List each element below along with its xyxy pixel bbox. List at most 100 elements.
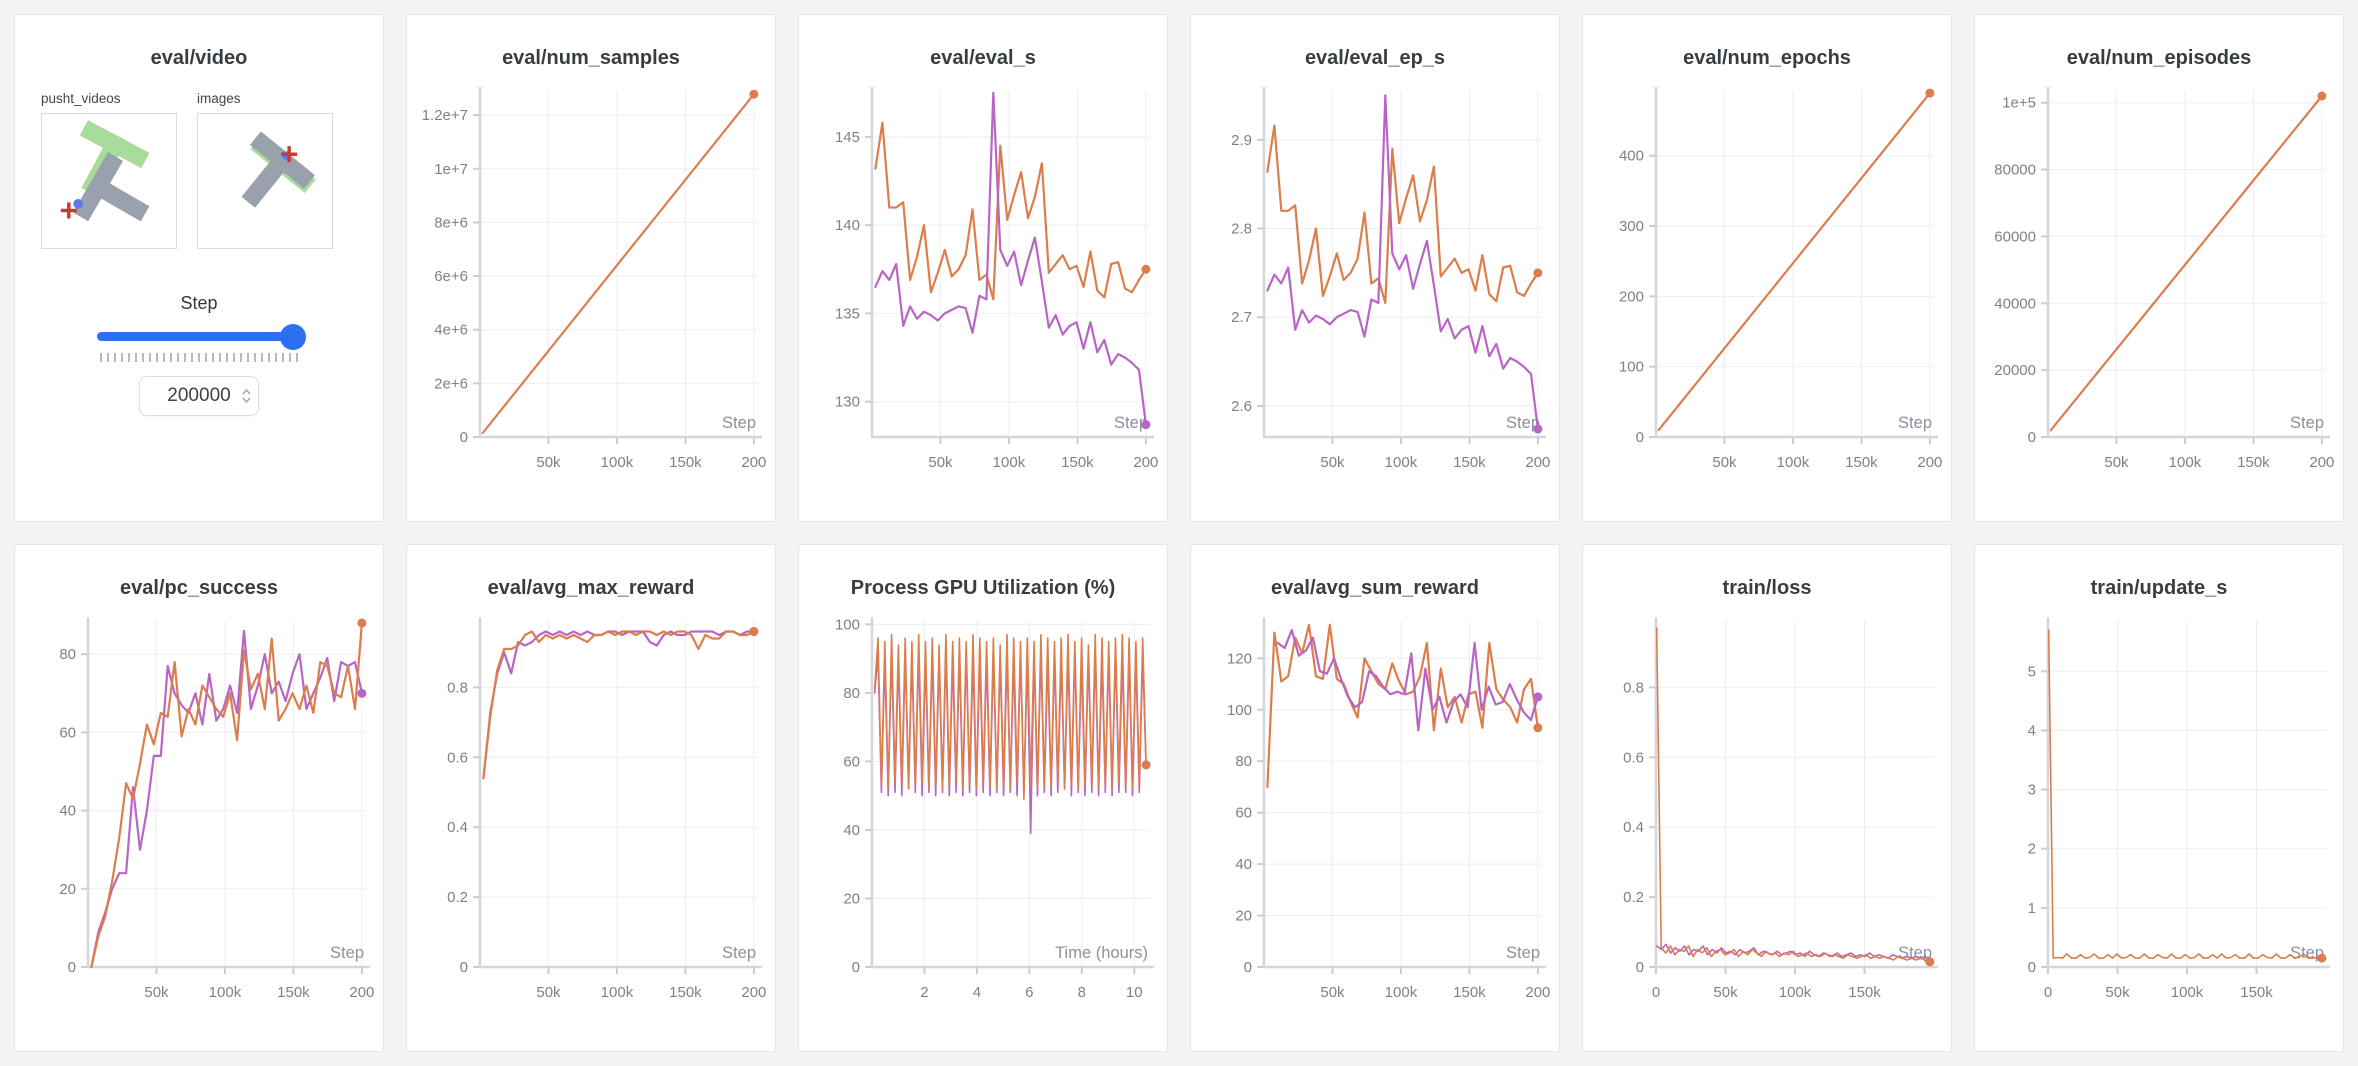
chevron-up-icon[interactable] xyxy=(242,389,251,395)
svg-text:Step: Step xyxy=(1506,414,1540,432)
chart-title: eval/num_episodes xyxy=(2066,47,2252,69)
svg-text:80: 80 xyxy=(843,685,860,702)
svg-text:0: 0 xyxy=(2028,959,2036,976)
svg-text:0.8: 0.8 xyxy=(447,679,468,696)
chart-eval-avg-max-reward[interactable]: 50k 100k 150k 200 0 0.2 0.4 0.6 0.8 Step xyxy=(414,611,768,1041)
svg-text:200: 200 xyxy=(1133,454,1158,471)
svg-text:40000: 40000 xyxy=(1994,295,2036,312)
chart-title: eval/avg_sum_reward xyxy=(1271,577,1479,599)
panel-eval-num-episodes: eval/num_episodes 50k 100k 150k 200 0 20000 40… xyxy=(1974,14,2344,522)
svg-text:6e+6: 6e+6 xyxy=(434,268,468,285)
svg-text:60: 60 xyxy=(843,753,860,770)
chart-eval-avg-sum-reward[interactable]: 50k 100k 150k 200 0 20 40 60 80 100 120 Step xyxy=(1198,611,1552,1041)
target-cross-icon xyxy=(60,202,77,219)
slider-track[interactable] xyxy=(96,332,302,341)
chevron-down-icon[interactable] xyxy=(242,397,251,403)
step-value-input[interactable]: 200000 xyxy=(139,376,259,416)
chart-title: train/loss xyxy=(1722,577,1812,599)
panel-eval-pc-success: eval/pc_success 50k 100k 150k 200 0 20 40 60 80 S… xyxy=(14,544,384,1052)
chart-process-gpu-utilization[interactable]: 2 4 6 8 10 0 20 40 60 80 100 Time (hours) xyxy=(806,611,1160,1041)
svg-text:150k: 150k xyxy=(277,984,310,1001)
panel-eval-num-samples: eval/num_samples 50k 100k 150k 200 0 2e+6 4e+6… xyxy=(406,14,776,522)
svg-text:0.4: 0.4 xyxy=(447,819,468,836)
svg-text:0.2: 0.2 xyxy=(447,889,468,906)
chart-eval-num-epochs[interactable]: 50k 100k 150k 200 0 100 200 300 400 Step xyxy=(1590,81,1944,511)
svg-text:150k: 150k xyxy=(2237,454,2270,471)
svg-text:1.2e+7: 1.2e+7 xyxy=(422,107,468,124)
svg-text:4: 4 xyxy=(2028,722,2036,739)
svg-text:0: 0 xyxy=(2044,984,2052,1001)
svg-text:0: 0 xyxy=(460,429,468,446)
chart-train-update-s[interactable]: 0 50k 100k 150k 0 1 2 3 4 5 Step xyxy=(1982,611,2336,1041)
svg-text:40: 40 xyxy=(59,803,76,820)
svg-text:50k: 50k xyxy=(928,454,953,471)
svg-text:100k: 100k xyxy=(601,454,634,471)
media-label: pusht_videos xyxy=(41,91,121,106)
chart-title: eval/eval_s xyxy=(930,47,1036,69)
svg-text:8: 8 xyxy=(1078,984,1086,1001)
chart-eval-num-samples[interactable]: 50k 100k 150k 200 0 2e+6 4e+6 6e+6 8e+6 1e+7 1.2e+… xyxy=(414,81,768,511)
svg-text:100: 100 xyxy=(1227,702,1252,719)
svg-text:Time (hours): Time (hours) xyxy=(1055,944,1148,962)
svg-text:150k: 150k xyxy=(1848,984,1881,1001)
svg-text:0: 0 xyxy=(1636,429,1644,446)
svg-text:50k: 50k xyxy=(536,454,561,471)
panel-eval-avg-sum-reward: eval/avg_sum_reward 50k 100k 150k 200 0 20 40 6… xyxy=(1190,544,1560,1052)
chart-title: eval/pc_success xyxy=(120,577,278,599)
svg-text:80000: 80000 xyxy=(1994,162,2036,179)
svg-text:40: 40 xyxy=(843,822,860,839)
svg-text:150k: 150k xyxy=(669,454,702,471)
chart-eval-num-episodes[interactable]: 50k 100k 150k 200 0 20000 40000 60000 80000 1e+5 S… xyxy=(1982,81,2336,511)
slider-thumb[interactable] xyxy=(279,324,306,350)
media-images: images xyxy=(197,91,333,249)
svg-text:2: 2 xyxy=(2028,841,2036,858)
svg-text:145: 145 xyxy=(835,129,860,146)
svg-text:60000: 60000 xyxy=(1994,228,2036,245)
svg-text:0: 0 xyxy=(68,959,76,976)
svg-text:200: 200 xyxy=(1525,454,1550,471)
svg-text:Step: Step xyxy=(722,944,756,962)
svg-text:100k: 100k xyxy=(2171,984,2204,1001)
svg-text:0: 0 xyxy=(460,959,468,976)
svg-text:50k: 50k xyxy=(2104,454,2129,471)
svg-text:0.6: 0.6 xyxy=(447,749,468,766)
svg-text:50k: 50k xyxy=(144,984,169,1001)
image-thumbnail[interactable] xyxy=(197,113,333,249)
chart-eval-eval-ep-s[interactable]: 50k 100k 150k 200 2.6 2.7 2.8 2.9 Step xyxy=(1198,81,1552,511)
svg-text:1e+7: 1e+7 xyxy=(434,161,468,178)
media-pusht-videos: pusht_videos xyxy=(41,91,177,249)
media-row: pusht_videos xyxy=(41,91,383,249)
svg-text:0.2: 0.2 xyxy=(1623,889,1644,906)
chart-train-loss[interactable]: 0 50k 100k 150k 0 0.2 0.4 0.6 0.8 Step xyxy=(1590,611,1944,1041)
svg-text:60: 60 xyxy=(1235,805,1252,822)
panel-process-gpu-utilization: Process GPU Utilization (%) 2 4 6 8 10 0 20 40 6… xyxy=(798,544,1168,1052)
svg-text:20: 20 xyxy=(843,890,860,907)
svg-text:200: 200 xyxy=(1525,984,1550,1001)
svg-text:150k: 150k xyxy=(1845,454,1878,471)
chart-title: eval/eval_ep_s xyxy=(1304,47,1446,69)
svg-text:2e+6: 2e+6 xyxy=(434,375,468,392)
svg-text:150k: 150k xyxy=(1453,984,1486,1001)
svg-text:50k: 50k xyxy=(1712,454,1737,471)
svg-text:0.6: 0.6 xyxy=(1623,749,1644,766)
step-slider[interactable] xyxy=(96,324,306,350)
panel-eval-avg-max-reward: eval/avg_max_reward 50k 100k 150k 200 0 0.2 0.… xyxy=(406,544,776,1052)
panel-eval-video: eval/video pusht_videos xyxy=(14,14,384,522)
svg-text:150k: 150k xyxy=(1453,454,1486,471)
svg-text:80: 80 xyxy=(59,646,76,663)
chart-eval-pc-success[interactable]: 50k 100k 150k 200 0 20 40 60 80 Step xyxy=(22,611,376,1041)
chart-title: Process GPU Utilization (%) xyxy=(850,577,1116,599)
chart-eval-eval-s[interactable]: 50k 100k 150k 200 130 135 140 145 Step xyxy=(806,81,1160,511)
svg-text:100k: 100k xyxy=(2169,454,2202,471)
chart-title: eval/avg_max_reward xyxy=(487,577,695,599)
video-thumbnail[interactable] xyxy=(41,113,177,249)
stepper-spinner xyxy=(242,389,251,403)
svg-text:0: 0 xyxy=(1636,959,1644,976)
svg-text:100k: 100k xyxy=(1779,984,1812,1001)
svg-text:100: 100 xyxy=(835,616,860,633)
svg-text:20: 20 xyxy=(1235,908,1252,925)
media-label: images xyxy=(197,91,241,106)
svg-text:1: 1 xyxy=(2028,900,2036,917)
svg-text:300: 300 xyxy=(1619,218,1644,235)
